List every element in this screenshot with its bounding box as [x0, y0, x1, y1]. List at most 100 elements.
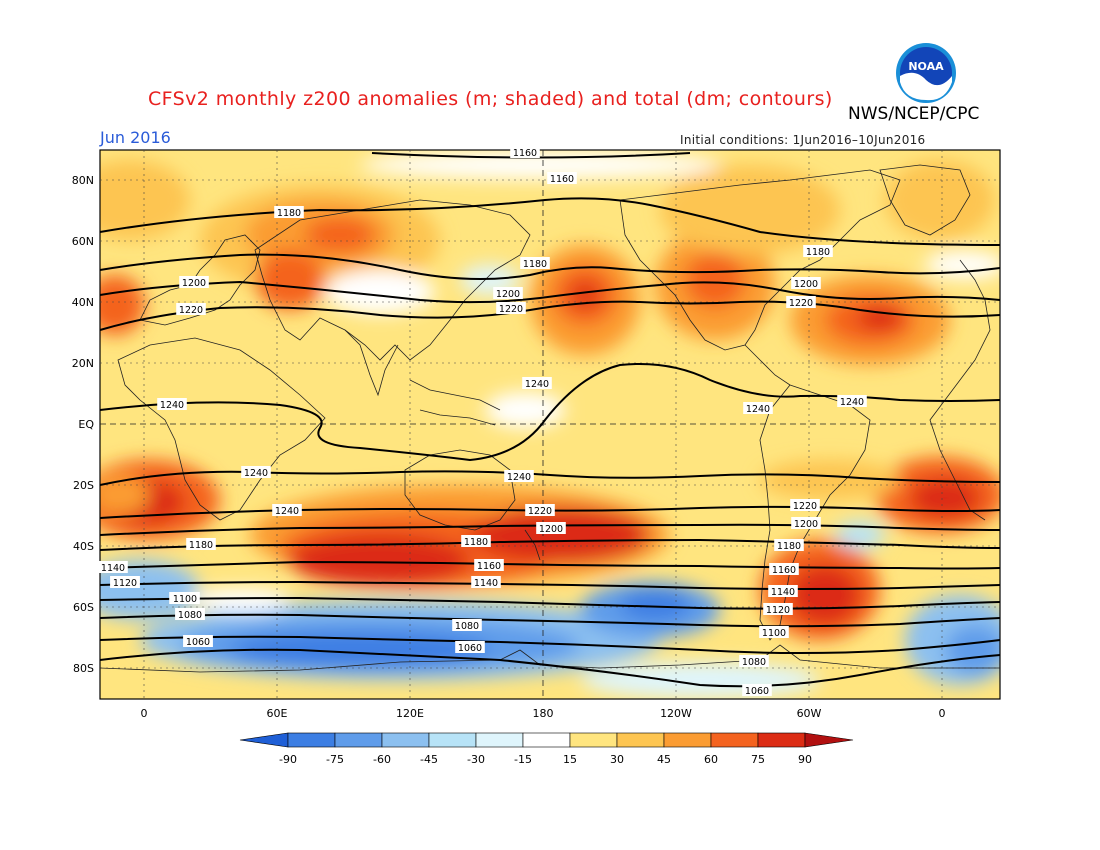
colorbar-arrow-high [804, 732, 854, 748]
map-title: CFSv2 monthly z200 anomalies (m; shaded)… [148, 88, 833, 110]
contour-label: 1240 [157, 398, 187, 411]
svg-text:1180: 1180 [806, 247, 830, 258]
colorbar-swatch [663, 732, 712, 748]
contour-label: 1060 [183, 635, 213, 648]
reference-lines [100, 150, 1000, 699]
contour-label: 1160 [547, 172, 577, 185]
contour-label: 1180 [274, 206, 304, 219]
colorbar-swatch [710, 732, 759, 748]
contour-label: 1120 [763, 603, 793, 616]
forecast-month: Jun 2016 [100, 128, 171, 147]
svg-text:1220: 1220 [499, 304, 523, 315]
contour-label: 1080 [739, 655, 769, 668]
contour-label: 1220 [176, 303, 206, 316]
graticule [100, 150, 1000, 699]
svg-text:1120: 1120 [113, 578, 137, 589]
lon-label: 0 [939, 707, 946, 720]
svg-text:1100: 1100 [762, 628, 786, 639]
svg-text:1080: 1080 [178, 610, 202, 621]
svg-text:1240: 1240 [840, 397, 864, 408]
contour-label: 1240 [522, 377, 552, 390]
contour-label: 1240 [743, 402, 773, 415]
lat-label: 60S [73, 601, 94, 614]
svg-text:1220: 1220 [528, 506, 552, 517]
contour-label: 1080 [175, 608, 205, 621]
svg-text:1080: 1080 [455, 621, 479, 632]
lon-label: 180 [533, 707, 554, 720]
colorbar-tick-label: -15 [514, 753, 532, 766]
colorbar-swatch [616, 732, 665, 748]
lat-label: 80S [73, 662, 94, 675]
contour-label: 1060 [455, 641, 485, 654]
contour-label: 1220 [790, 499, 820, 512]
initial-conditions: Initial conditions: 1Jun2016–10Jun2016 [680, 133, 926, 147]
contour-label: 1240 [504, 470, 534, 483]
contour-label: 1180 [186, 538, 216, 551]
contour-label: 1180 [803, 245, 833, 258]
contour-label: 1120 [110, 576, 140, 589]
svg-text:1140: 1140 [101, 563, 125, 574]
svg-text:1180: 1180 [189, 540, 213, 551]
svg-text:1240: 1240 [746, 404, 770, 415]
svg-text:1160: 1160 [550, 174, 574, 185]
contour-label: 1160 [769, 563, 799, 576]
lon-label: 60W [797, 707, 822, 720]
lat-label: 40N [72, 296, 94, 309]
svg-text:1200: 1200 [496, 289, 520, 300]
svg-text:1160: 1160 [513, 148, 537, 159]
contour-label: 1080 [452, 619, 482, 632]
svg-text:1240: 1240 [275, 506, 299, 517]
contour-label: 1200 [791, 277, 821, 290]
contour-label: 1240 [241, 466, 271, 479]
colorbar-tick-label: -90 [279, 753, 297, 766]
colorbar: -90 -75 -60 -45 -30 -15 15 30 45 60 75 90 [239, 732, 854, 766]
lat-label: 20S [73, 479, 94, 492]
contour-label: 1220 [786, 296, 816, 309]
svg-text:1060: 1060 [186, 637, 210, 648]
svg-text:1220: 1220 [789, 298, 813, 309]
svg-text:1200: 1200 [539, 524, 563, 535]
contour-label: 1240 [272, 504, 302, 517]
colorbar-tick-label: 30 [610, 753, 624, 766]
colorbar-tick-label: 60 [704, 753, 718, 766]
map-frame [99, 149, 1001, 700]
contour-label: 1140 [768, 585, 798, 598]
contour-label: 1180 [461, 535, 491, 548]
contour-label: 1160 [474, 559, 504, 572]
logo-text: NOAA [908, 60, 944, 73]
colorbar-swatch [522, 732, 571, 748]
svg-text:1240: 1240 [525, 379, 549, 390]
contour-label: 1180 [520, 257, 550, 270]
contour-label: 1140 [471, 576, 501, 589]
noaa-logo: NOAA [896, 43, 956, 103]
lon-label: 120W [660, 707, 692, 720]
svg-text:1200: 1200 [182, 278, 206, 289]
svg-text:1060: 1060 [745, 686, 769, 697]
svg-text:1060: 1060 [458, 643, 482, 654]
lon-label: 0 [141, 707, 148, 720]
agency-credit: NWS/NCEP/CPC [848, 104, 980, 124]
lat-label: 40S [73, 540, 94, 553]
svg-text:1240: 1240 [507, 472, 531, 483]
contour-label: 1140 [98, 561, 128, 574]
svg-text:1200: 1200 [794, 519, 818, 530]
colorbar-tick-label: 90 [798, 753, 812, 766]
svg-text:1160: 1160 [772, 565, 796, 576]
svg-text:1200: 1200 [794, 279, 818, 290]
colorbar-tick-label: -30 [467, 753, 485, 766]
svg-text:1100: 1100 [173, 594, 197, 605]
lat-label: EQ [78, 418, 94, 431]
colorbar-arrow-low [239, 732, 289, 748]
colorbar-tick-label: -60 [373, 753, 391, 766]
contour-label: 1060 [742, 684, 772, 697]
colorbar-tick-label: 15 [563, 753, 577, 766]
colorbar-swatch [569, 732, 618, 748]
colorbar-swatch [381, 732, 430, 748]
colorbar-swatch [475, 732, 524, 748]
contour-label: 1100 [759, 626, 789, 639]
contour-label: 1200 [791, 517, 821, 530]
svg-text:1240: 1240 [244, 468, 268, 479]
contour-labels: 1160 1160 1180 1180 1180 1200 1200 1200 1220 1220… [98, 146, 867, 697]
colorbar-swatch [757, 732, 806, 748]
